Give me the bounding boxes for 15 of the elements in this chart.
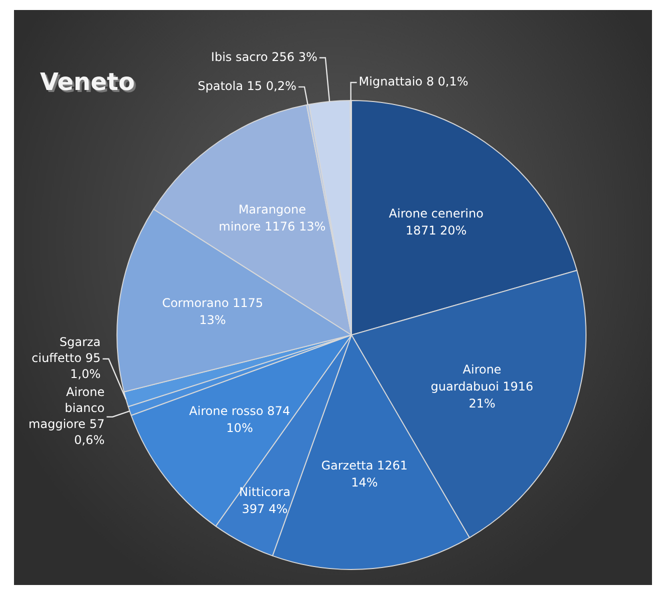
slice-label: Spatola 15 0,2% [198, 79, 296, 94]
slice-label: Garzetta 1261 14% [321, 458, 408, 490]
slice-label: Ibis sacro 256 3% [211, 50, 318, 64]
text: Veneto [40, 68, 135, 96]
slice-label: Airone rosso 874 10% [189, 404, 290, 435]
slice-label: Marangone minore 1176 13% [218, 202, 326, 234]
slice-label: Mignattaio 8 0,1% [358, 74, 468, 89]
slice-label: Airone cenerino [388, 206, 484, 220]
slice-label: Airone guardabuoi 1916 21% [430, 362, 534, 411]
data-label: 1871 20% [406, 223, 467, 238]
data-label: 397 4% [242, 502, 288, 516]
slice-label: Airone bianco maggiore 57 0,6% [28, 384, 105, 447]
slice-label: Sgarza ciuffetto 95 1,0% [32, 334, 101, 381]
slice-label: Nitticora [239, 484, 290, 499]
slice-label: Cormorano 1175 13% [162, 296, 264, 328]
